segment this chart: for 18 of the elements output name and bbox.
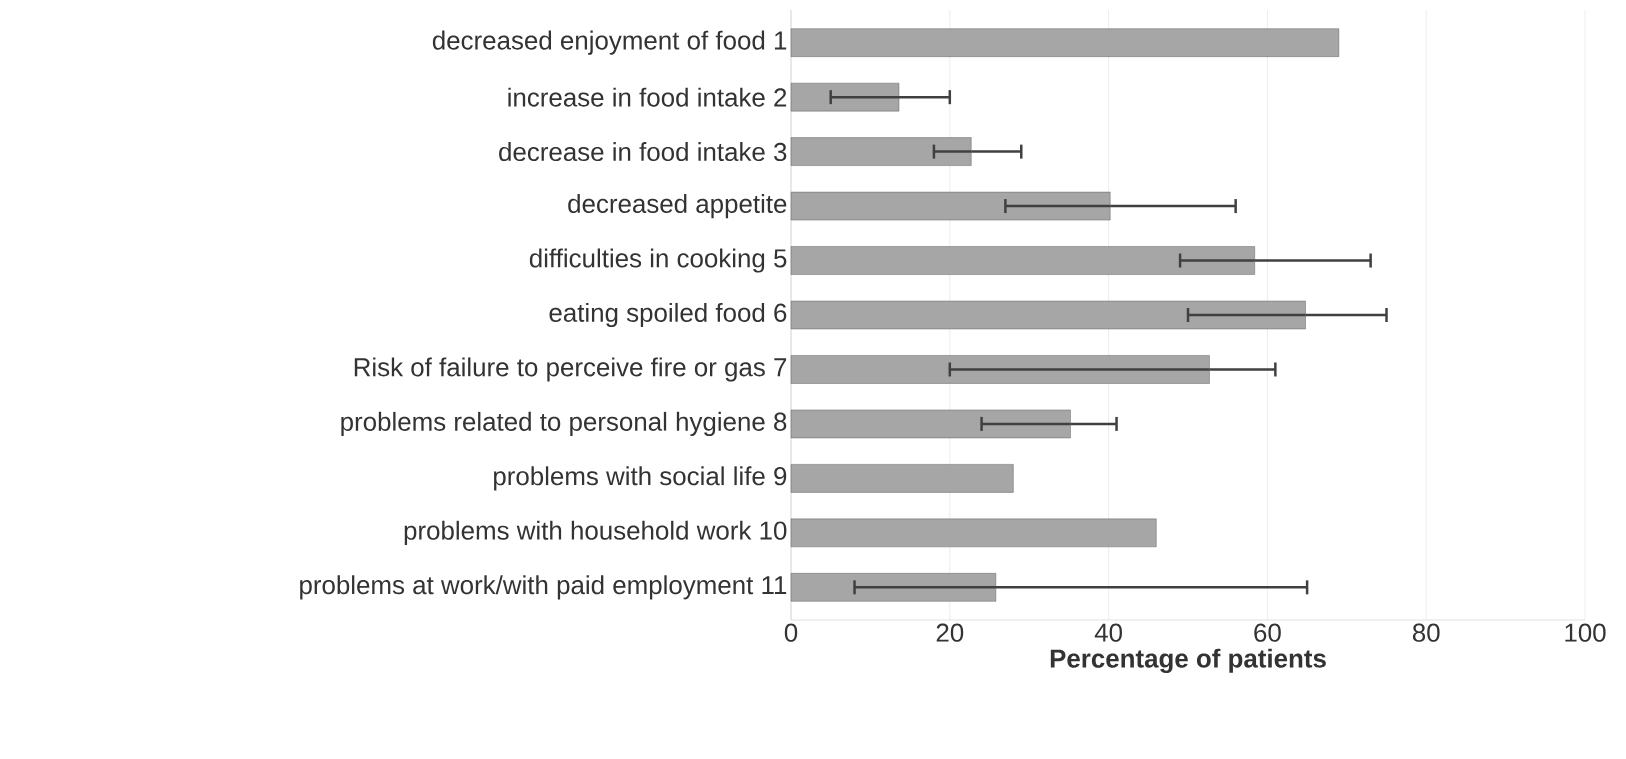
y-tick-label: problems with social life 9 xyxy=(494,466,787,491)
y-tick-label: decrease in food intake 3 xyxy=(499,142,787,162)
y-tick-label: problems at work/with paid employment 11 xyxy=(300,575,787,600)
x-tick-label: 0 xyxy=(784,623,798,642)
y-tick-label: Risk of failure to perceive fire or gas 7 xyxy=(354,357,787,382)
x-tick-label: 100 xyxy=(1565,623,1606,642)
y-tick-label: increase in food intake 2 xyxy=(508,87,787,107)
y-tick-label: eating spoiled food 6 xyxy=(549,302,787,328)
y-tick-label: decreased enjoyment of food 1 xyxy=(432,30,787,55)
x-tick-label: 40 xyxy=(1094,623,1122,642)
x-tick-label: 20 xyxy=(936,623,964,642)
x-tick-label: 80 xyxy=(1412,623,1440,642)
y-tick-label: decreased appetite xyxy=(568,194,787,219)
x-axis-title: Percentage of patients xyxy=(1050,648,1326,673)
x-tick-label: 60 xyxy=(1254,623,1281,642)
y-tick-label: problems with household work 10 xyxy=(404,520,787,545)
y-tick-label: problems related to personal hygiene 8 xyxy=(341,411,787,437)
y-tick-label: difficulties in cooking 5 xyxy=(529,248,787,273)
